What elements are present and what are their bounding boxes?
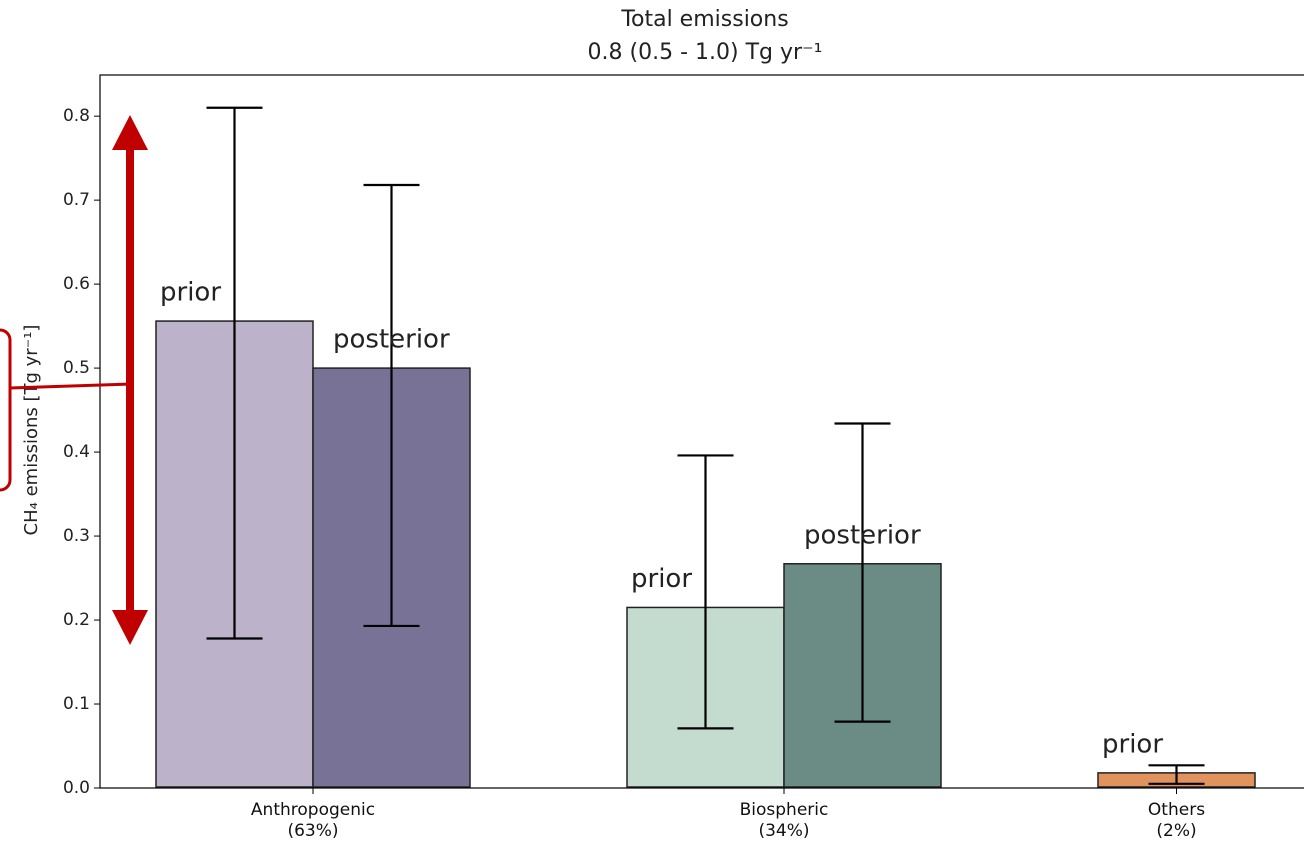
y-tick-label: 0.1: [63, 694, 90, 714]
bar-series-label: prior: [631, 564, 692, 594]
y-tick-label: 0.0: [63, 778, 90, 798]
arrow-head: [112, 610, 148, 645]
x-tick-label: Biospheric (34%): [684, 800, 884, 842]
bar-series-label: prior: [160, 278, 221, 308]
page: Total emissions 0.8 (0.5 - 1.0) Tg yr⁻¹ …: [0, 0, 1304, 847]
highlight-box: [0, 330, 10, 490]
arrow-head: [112, 115, 148, 150]
x-tick-label: Anthropogenic (63%): [213, 800, 413, 842]
bar-series-label: posterior: [804, 520, 921, 550]
y-tick-label: 0.7: [63, 190, 90, 210]
y-tick-label: 0.8: [63, 106, 90, 126]
bar-series-label: prior: [1102, 729, 1163, 759]
chart: Total emissions 0.8 (0.5 - 1.0) Tg yr⁻¹ …: [0, 0, 1304, 847]
y-tick-label: 0.2: [63, 610, 90, 630]
chart-title: Total emissions: [620, 7, 788, 32]
x-tick-label: Others (2%): [1077, 800, 1277, 842]
bar-series-label: posterior: [333, 325, 450, 355]
y-tick-label: 0.3: [63, 526, 90, 546]
y-tick-label: 0.6: [63, 274, 90, 294]
y-axis-label: CH₄ emissions [Tg yr⁻¹]: [21, 325, 42, 536]
y-tick-label: 0.5: [63, 358, 90, 378]
y-tick-label: 0.4: [63, 442, 90, 462]
chart-subtitle: 0.8 (0.5 - 1.0) Tg yr⁻¹: [588, 40, 823, 65]
plot-area: prior posterior prior posterior prior: [156, 108, 1255, 787]
